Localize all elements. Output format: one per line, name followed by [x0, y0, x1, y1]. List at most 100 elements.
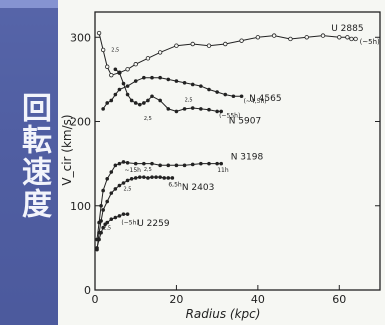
series-label-n-4565: N 4565	[249, 94, 282, 104]
curve-annotation: ~15h	[125, 167, 142, 174]
data-point-n-3198	[182, 163, 187, 168]
data-point-u-2885	[353, 36, 358, 42]
curve-annotation: 2,5	[144, 116, 152, 122]
data-point-n-4565	[231, 94, 236, 99]
data-point-n-2403	[154, 175, 158, 179]
data-point-n-4565	[182, 80, 187, 85]
x-tick-label: 20	[169, 293, 183, 306]
data-point-n-4565	[142, 75, 146, 80]
data-point-n-5907	[125, 92, 130, 97]
data-point-n-4565	[109, 98, 114, 103]
curve-annotation: 2,5	[124, 187, 132, 193]
data-point-n-3198	[190, 162, 195, 167]
data-point-u-2259	[95, 246, 99, 250]
data-point-u-2885	[96, 30, 102, 36]
data-point-n-2403	[162, 176, 167, 180]
data-point-u-2885	[133, 62, 138, 67]
data-point-n-5907	[190, 106, 195, 110]
data-point-n-5907	[137, 102, 142, 107]
data-point-u-2885	[105, 64, 110, 69]
data-point-n-3198	[101, 188, 105, 193]
data-point-n-3198	[215, 161, 219, 166]
data-point-u-2259	[117, 214, 122, 218]
data-point-n-2403	[137, 175, 142, 179]
data-point-n-2403	[99, 219, 103, 223]
data-point-n-3198	[133, 161, 138, 166]
data-point-u-2259	[121, 212, 126, 216]
data-point-n-5907	[215, 109, 219, 114]
data-point-n-5907	[158, 98, 162, 103]
data-point-n-2403	[142, 175, 146, 179]
data-point-n-2403	[133, 176, 138, 180]
data-point-n-2403	[129, 177, 134, 181]
data-point-n-4565	[174, 79, 179, 83]
data-point-n-3198	[121, 160, 126, 164]
curve-annotation: (~4,5h)	[244, 98, 267, 105]
data-point-n-4565	[105, 101, 110, 105]
x-tick-label: 0	[92, 293, 99, 306]
data-point-u-2885	[223, 41, 228, 47]
data-point-n-4565	[150, 75, 154, 80]
data-point-n-2403	[121, 181, 126, 185]
data-point-n-5907	[142, 101, 146, 105]
data-point-n-3198	[117, 161, 122, 166]
data-point-n-3198	[142, 161, 146, 166]
data-point-n-3198	[105, 177, 110, 181]
y-axis-label: V_cir (km/s)	[60, 114, 74, 185]
data-point-n-5907	[150, 94, 154, 99]
data-point-n-2403	[158, 175, 162, 179]
series-label-n-2403: N 2403	[182, 183, 215, 193]
rotation-curve-figure: 0 20 40 60 0 100 200 300 U 2885 N 4565 N 5907 N 31…	[58, 0, 385, 325]
curve-annotation: 6,5h	[168, 181, 182, 188]
data-point-u-2885	[320, 33, 326, 38]
data-point-u-2885	[125, 67, 130, 72]
data-point-n-3198	[199, 161, 203, 166]
series-line-u-2885	[98, 32, 356, 76]
y-tick-label: 100	[70, 200, 91, 213]
data-point-u-2259	[101, 225, 105, 230]
data-point-u-2885	[337, 35, 342, 40]
data-point-u-2885	[239, 38, 244, 43]
data-point-n-4565	[101, 107, 105, 111]
data-point-u-2885	[100, 47, 106, 53]
data-point-u-2259	[125, 212, 130, 216]
curve-annotation: (~5h)	[121, 219, 138, 226]
data-point-n-5907	[113, 67, 118, 72]
data-point-n-5907	[207, 107, 211, 112]
data-point-n-4565	[166, 77, 171, 82]
data-point-u-2259	[97, 237, 101, 242]
data-point-u-2259	[113, 215, 118, 220]
data-point-n-4565	[223, 92, 228, 97]
data-point-n-4565	[125, 84, 130, 88]
data-point-u-2885	[288, 36, 293, 42]
data-point-n-2403	[105, 199, 110, 204]
series-line-n-5907	[115, 68, 222, 112]
curve-annotation: 2,5	[103, 225, 111, 231]
data-point-n-2403	[146, 176, 150, 180]
y-tick-label: 200	[70, 116, 91, 129]
series-line-n-2403	[96, 176, 173, 250]
data-point-u-2885	[109, 72, 114, 78]
data-point-n-4565	[239, 94, 244, 99]
plot-frame	[94, 11, 381, 291]
curve-annotation: (~5h)	[360, 38, 380, 46]
curve-annotation: (~55h)	[219, 112, 240, 119]
data-point-n-2403	[101, 208, 105, 212]
data-point-n-5907	[219, 109, 224, 114]
data-point-n-3198	[150, 161, 154, 166]
data-point-n-5907	[133, 101, 138, 105]
data-point-n-2403	[109, 191, 114, 195]
data-point-n-3198	[207, 161, 211, 166]
data-point-n-3198	[99, 203, 103, 208]
ticks-layer: 0 20 40 60 0 100 200 300	[70, 31, 380, 306]
data-point-n-2403	[113, 187, 118, 191]
data-point-n-5907	[129, 98, 134, 103]
data-point-u-2885	[157, 50, 163, 55]
data-point-n-4565	[158, 75, 162, 80]
curve-annotation: 2,5	[185, 97, 193, 103]
data-point-u-2259	[109, 217, 114, 222]
data-point-u-2885	[190, 41, 195, 47]
data-point-n-2403	[166, 176, 171, 180]
data-point-u-2885	[145, 56, 151, 61]
